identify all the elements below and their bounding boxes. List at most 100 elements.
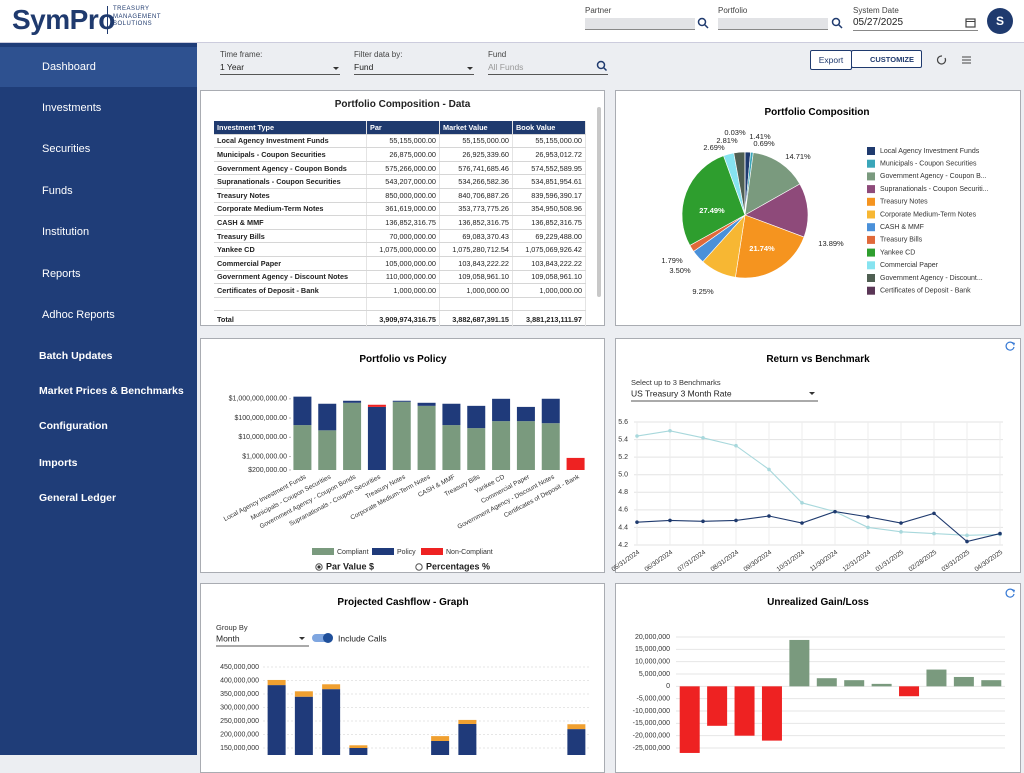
table-cell-empty [367,297,440,311]
table-cell: 1,000,000.00 [513,284,586,298]
tagline-line: MANAGEMENT [113,14,161,22]
caret [467,67,473,70]
tagline: TREASURY MANAGEMENT SOLUTIONS [113,6,161,29]
table-cell: Government Agency - Coupon Bonds [214,161,367,175]
table-cell: 1,075,280,712.54 [440,243,513,257]
calendar-icon[interactable] [965,17,976,28]
column-header: Investment Type [214,121,367,134]
avatar[interactable]: S [987,8,1013,34]
nav-item[interactable]: Reports [0,254,197,294]
nav-item[interactable]: General Ledger [0,478,197,518]
nav-label: Batch Updates [39,350,113,362]
nav-item[interactable]: Funds [0,171,197,211]
pie-panel [615,90,1021,326]
refresh-icon[interactable] [938,56,946,64]
table-cell-empty [513,297,586,311]
table-spacer [214,297,586,311]
table-cell: 109,058,961.10 [440,270,513,284]
logo-divider [107,6,108,34]
icon-part [833,19,840,26]
nav-item[interactable]: Investments [0,88,197,128]
partner-input[interactable] [585,18,695,30]
portfolio-input[interactable] [718,18,828,30]
icon-part [699,19,706,26]
table-cell: Total [214,311,367,328]
table-cell: 3,881,213,111.97 [513,311,586,328]
nav-item[interactable]: Institution [0,212,197,252]
table-cell: 3,882,687,391.15 [440,311,513,328]
search-icon[interactable] [598,62,605,69]
panel-title: Portfolio Composition - Data [201,99,604,110]
nav-label: Institution [42,226,89,238]
table-panel: Portfolio Composition - Data Investment … [200,90,605,326]
header: SymPro TREASURY MANAGEMENT SOLUTIONS Par… [0,0,1024,43]
system-date-label: System Date [853,6,899,15]
table-cell-empty [440,297,513,311]
search-icon[interactable] [697,17,709,29]
nav-label: Investments [42,102,101,114]
table-cell: 543,207,000.00 [367,175,440,189]
table-cell: Commercial Paper [214,256,367,270]
nav-item[interactable]: Batch Updates [0,336,197,376]
policy-panel [200,338,605,573]
table-cell: 3,909,974,316.75 [367,311,440,328]
column-header: Book Value [513,121,586,134]
nav-item[interactable]: Dashboard [0,47,197,87]
table-cell: 1,000,000.00 [440,284,513,298]
nav-label: Reports [42,268,81,280]
table-cell: 26,925,339.60 [440,148,513,162]
table-cell: 1,075,000,000.00 [367,243,440,257]
scrollbar[interactable] [597,107,601,297]
table-cell: 574,552,589.95 [513,161,586,175]
nav-item[interactable]: Securities [0,129,197,169]
table-cell: Local Agency Investment Funds [214,134,367,148]
column-header: Par [367,121,440,134]
table-cell: CASH & MMF [214,216,367,230]
nav-item[interactable]: Configuration [0,406,197,446]
cashflow-panel [200,583,605,773]
system-date[interactable]: 05/27/2025 [853,17,978,31]
table-cell: 26,875,000.00 [367,148,440,162]
column-header: Market Value [440,121,513,134]
table-cell: 55,155,000.00 [367,134,440,148]
nav-item[interactable]: Imports [0,443,197,483]
table-cell: 576,741,685.46 [440,161,513,175]
export-button[interactable]: Export [810,50,852,70]
nav-item[interactable]: Market Prices & Benchmarks [0,371,197,411]
table-cell: 840,706,887.26 [440,188,513,202]
table-cell: 136,852,316.75 [440,216,513,230]
table-cell: 70,000,000.00 [367,229,440,243]
table-cell: 69,083,370.43 [440,229,513,243]
table-cell: 136,852,316.75 [513,216,586,230]
nav-item[interactable]: Adhoc Reports [0,295,197,335]
table-cell: 575,266,000.00 [367,161,440,175]
nav-label: Market Prices & Benchmarks [39,385,184,397]
table-cell: 354,950,508.96 [513,202,586,216]
table-cell: 55,155,000.00 [440,134,513,148]
page: SymPro TREASURY MANAGEMENT SOLUTIONS Par… [0,0,1024,755]
logo[interactable]: SymPro [12,4,115,36]
search-icon[interactable] [831,17,843,29]
portfolio-label: Portfolio [718,6,747,15]
table-cell: 110,000,000.00 [367,270,440,284]
table-cell: 353,773,775.26 [440,202,513,216]
toolbar: Time frame: 1 Year Filter data by: Fund … [197,43,1024,80]
customize-button[interactable]: CUSTOMIZE [851,50,922,68]
table-cell: Certificates of Deposit - Bank [214,284,367,298]
caret [333,67,339,70]
table-cell: 534,851,954.61 [513,175,586,189]
table-cell: 1,000,000.00 [367,284,440,298]
table-cell: 26,953,012.72 [513,148,586,162]
